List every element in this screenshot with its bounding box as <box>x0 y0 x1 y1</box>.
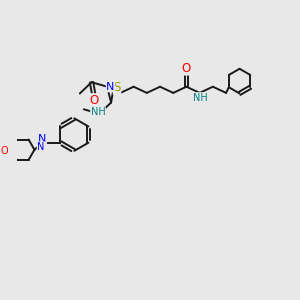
Text: O: O <box>1 146 8 156</box>
Text: N: N <box>106 82 115 92</box>
Text: NH: NH <box>91 107 105 117</box>
Text: N: N <box>37 142 45 152</box>
Text: N: N <box>38 134 46 143</box>
Text: S: S <box>113 81 121 94</box>
Text: O: O <box>182 62 191 75</box>
Text: O: O <box>89 94 98 107</box>
Text: NH: NH <box>193 93 208 103</box>
